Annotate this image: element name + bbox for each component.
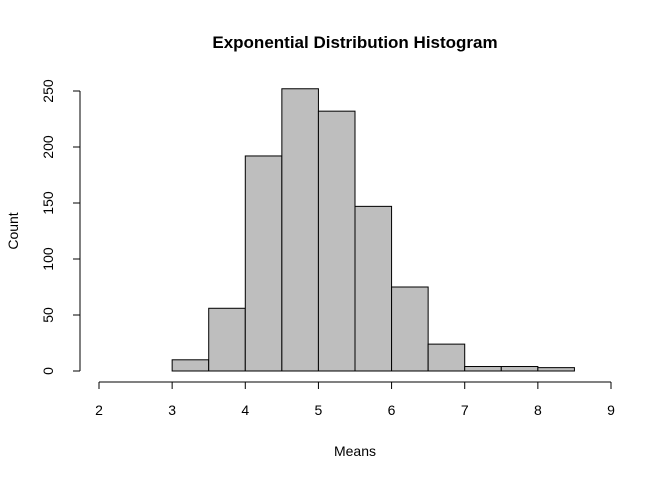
x-tick-label-0: 2 — [95, 402, 103, 418]
x-axis-label: Means — [334, 443, 376, 459]
x-tick-label-7: 9 — [607, 402, 615, 418]
x-tick-label-1: 3 — [168, 402, 176, 418]
x-tick-label-6: 8 — [534, 402, 542, 418]
histogram-bar-5 — [354, 205, 393, 372]
histogram-bar-4 — [317, 110, 356, 372]
x-tick-label-5: 7 — [461, 402, 469, 418]
histogram-bar-9 — [500, 366, 539, 372]
histogram-bar-8 — [464, 366, 502, 372]
x-tick-label-2: 4 — [241, 402, 249, 418]
y-axis-label: Count — [5, 212, 21, 249]
y-tick-label-2: 100 — [40, 247, 56, 271]
histogram-bar-0 — [171, 359, 210, 372]
y-tick-label-0: 0 — [40, 367, 56, 375]
bars-group — [171, 88, 575, 372]
y-tick-label-3: 150 — [40, 191, 56, 215]
x-tick-label-3: 5 — [315, 402, 323, 418]
y-tick-label-1: 50 — [40, 307, 56, 323]
x-tick-label-4: 6 — [388, 402, 396, 418]
histogram-bar-6 — [391, 286, 429, 372]
histogram-bar-3 — [281, 88, 319, 372]
x-axis: 2 3 4 5 6 7 8 9 — [95, 381, 615, 418]
y-axis: 0 50 100 150 200 250 — [40, 79, 81, 375]
chart-title: Exponential Distribution Histogram — [212, 33, 497, 52]
y-tick-label-5: 250 — [40, 79, 56, 103]
histogram-bar-7 — [427, 343, 466, 372]
histogram-bar-2 — [244, 155, 283, 372]
histogram-bar-10 — [537, 367, 575, 372]
histogram-bar-1 — [208, 307, 246, 372]
y-tick-label-4: 200 — [40, 135, 56, 159]
